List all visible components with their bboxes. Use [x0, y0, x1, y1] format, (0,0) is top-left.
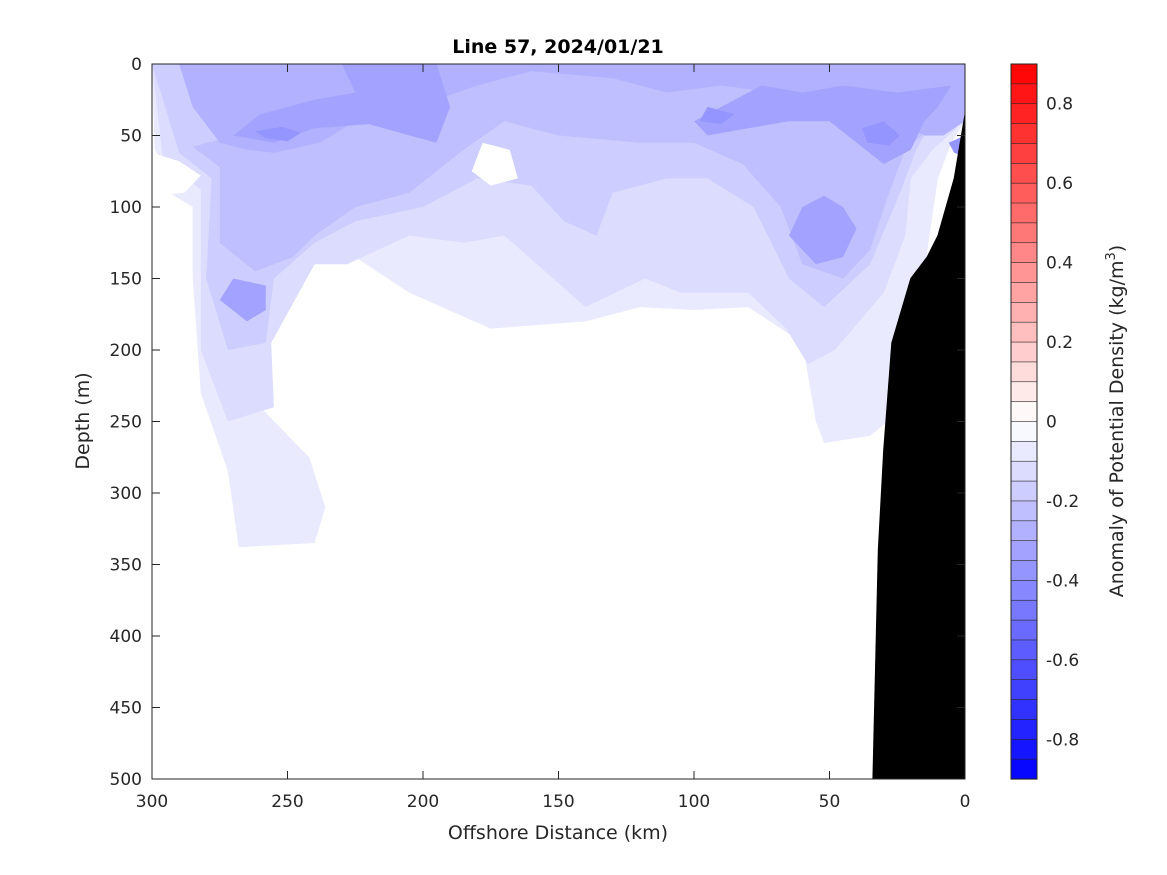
density-contour-layer: [152, 64, 965, 779]
colorbar-segment-0: [1010, 63, 1038, 85]
colorbar-frame: [1010, 63, 1038, 780]
contour-region-7: [788, 195, 857, 265]
colorbar-tick-label-0: 0.8: [1046, 95, 1073, 115]
colorbar-segment-34: [1010, 738, 1038, 760]
colorbar-segment-32: [1010, 699, 1038, 721]
y-axis: 0 50 100 150 200 250 300 350 400 450 500: [110, 55, 965, 790]
colorbar-tick-label-1: 0.6: [1046, 174, 1073, 194]
contour-region-8: [219, 278, 266, 322]
colorbar-tick-label-7: -0.6: [1046, 651, 1079, 671]
colorbar-segment-1: [1010, 83, 1038, 105]
y-tick-label-250: 250: [110, 413, 142, 433]
contour-region-9: [255, 126, 301, 142]
colorbar-segment-27: [1010, 599, 1038, 621]
y-tick-label-400: 400: [110, 627, 142, 647]
zero-anomaly-region-0: [152, 152, 201, 196]
y-tick-label-300: 300: [110, 484, 142, 504]
colorbar-segment-21: [1010, 480, 1038, 502]
plot-area: [152, 64, 965, 779]
colorbar-segment-30: [1010, 659, 1038, 681]
colorbar-segment-4: [1010, 143, 1038, 164]
zero-anomaly-region-2: [591, 545, 776, 779]
chart-title: Line 57, 2024/01/21: [452, 36, 664, 58]
colorbar-segment-28: [1010, 619, 1038, 641]
colorbar-segment-16: [1010, 381, 1038, 403]
contour-region-10: [862, 121, 900, 146]
colorbar-segment-25: [1010, 560, 1038, 581]
colorbar-segment-35: [1010, 758, 1038, 780]
x-tick-label-100: 100: [678, 792, 710, 812]
colorbar-segment-5: [1010, 163, 1038, 184]
colorbar-segment-10: [1010, 262, 1038, 284]
colorbar-segment-22: [1010, 500, 1038, 522]
y-tick-label-200: 200: [110, 341, 142, 361]
x-axis-label: Offshore Distance (km): [448, 822, 668, 844]
x-tick-label-50: 50: [819, 792, 841, 812]
colorbar-tick-label-3: 0.2: [1046, 333, 1073, 353]
x-tick-label-150: 150: [542, 792, 574, 812]
zero-anomaly-region-1: [471, 142, 518, 186]
colorbar-tick-label-8: -0.8: [1046, 730, 1079, 750]
bathymetry-seafloor: [872, 114, 965, 779]
colorbar-ticks: 0.8 0.6 0.4 0.2 0 -0.2 -0.4 -0.6 -0.8: [1046, 95, 1079, 751]
colorbar-label-main: Anomaly of Potential Density (kg/m: [1106, 261, 1128, 598]
contour-region-11: [699, 106, 735, 125]
x-tick-label-250: 250: [271, 792, 303, 812]
colorbar-segment-12: [1010, 302, 1038, 323]
colorbar-label: Anomaly of Potential Density (kg/m3): [1104, 245, 1128, 597]
colorbar-tick-label-5: -0.2: [1046, 492, 1079, 512]
colorbar-segment-14: [1010, 341, 1038, 363]
y-axis-label: Depth (m): [72, 372, 94, 469]
y-tick-label-50: 50: [120, 127, 142, 147]
colorbar-segment-19: [1010, 441, 1038, 462]
colorbar-segment-26: [1010, 580, 1038, 601]
colorbar: [1010, 63, 1038, 780]
colorbar-segment-17: [1010, 401, 1038, 423]
colorbar-segment-8: [1010, 222, 1038, 244]
colorbar-segment-20: [1010, 460, 1038, 482]
colorbar-tick-label-6: -0.4: [1046, 571, 1079, 591]
y-tick-label-150: 150: [110, 270, 142, 290]
bathymetry-layer: [872, 114, 965, 779]
colorbar-segment-6: [1010, 182, 1038, 204]
y-tick-label-350: 350: [110, 556, 142, 576]
colorbar-segment-29: [1010, 639, 1038, 661]
colorbar-segment-23: [1010, 520, 1038, 542]
colorbar-segment-33: [1010, 719, 1038, 740]
colorbar-label-end: ): [1106, 245, 1128, 252]
colorbar-segment-2: [1010, 103, 1038, 125]
y-tick-label-0: 0: [131, 55, 142, 75]
x-axis: 300 250 200 150 100 50 0: [136, 64, 971, 812]
colorbar-segment-31: [1010, 679, 1038, 701]
colorbar-segment-13: [1010, 321, 1038, 343]
colorbar-segment-7: [1010, 202, 1038, 224]
colorbar-segment-18: [1010, 421, 1038, 442]
colorbar-segment-3: [1010, 123, 1038, 145]
x-tick-label-200: 200: [407, 792, 439, 812]
x-tick-label-0: 0: [960, 792, 971, 812]
colorbar-segment-15: [1010, 361, 1038, 383]
colorbar-tick-label-2: 0.4: [1046, 254, 1073, 274]
y-tick-label-100: 100: [110, 198, 142, 218]
colorbar-segment-24: [1010, 540, 1038, 562]
colorbar-segment-9: [1010, 242, 1038, 264]
y-tick-label-450: 450: [110, 699, 142, 719]
x-tick-label-300: 300: [136, 792, 168, 812]
zero-anomaly-region-3: [802, 571, 876, 779]
contour-region-5: [233, 64, 451, 143]
colorbar-segment-11: [1010, 282, 1038, 303]
colorbar-label-superscript: 3: [1104, 252, 1119, 260]
colorbar-tick-label-4: 0: [1046, 413, 1057, 433]
y-tick-label-500: 500: [110, 770, 142, 790]
